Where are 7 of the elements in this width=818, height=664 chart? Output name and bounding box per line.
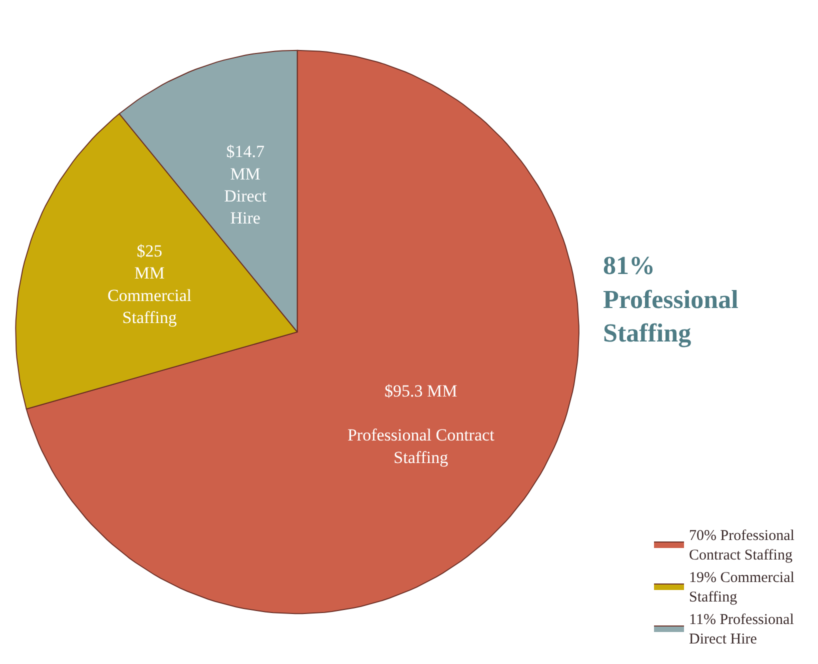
data-label: $14.7 MM Direct Hire	[224, 142, 267, 228]
text: $95.3 MM Professional Contract Staffing	[347, 381, 494, 467]
legend-label: 70% Professional Contract Staffing	[689, 528, 794, 564]
legend-label: 11% Professional Direct Hire	[689, 612, 794, 648]
data-label: $25 MM Commercial Staffing	[108, 242, 192, 327]
text: 81% Professional Staffing	[603, 251, 738, 348]
legend-label: 19% Commercial Staffing	[689, 570, 794, 606]
